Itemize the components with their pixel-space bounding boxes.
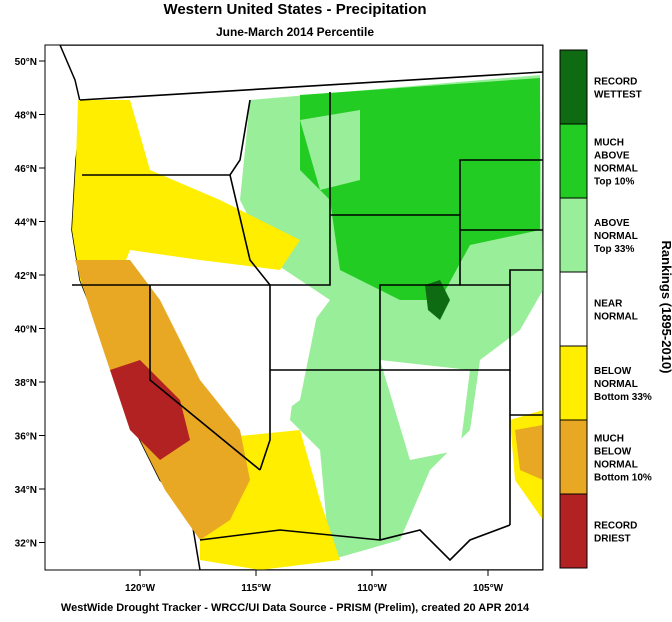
legend-label: WETTEST	[594, 90, 642, 101]
lon-label: 110°W	[357, 583, 387, 594]
legend-swatch	[559, 493, 588, 569]
legend-label: NORMAL	[594, 460, 638, 471]
lon-label: 120°W	[125, 583, 156, 594]
legend-label: DRIEST	[594, 534, 631, 545]
legend-label: NORMAL	[594, 164, 638, 175]
lat-ticks: 50°N 48°N 46°N 44°N 42°N 40°N 38°N 36°N 34°N 32°N	[15, 57, 45, 550]
legend-label: NORMAL	[594, 379, 638, 390]
legend-title: Rankings (1895-2010)	[659, 241, 672, 374]
legend-label: ABOVE	[594, 151, 630, 162]
footer: WestWide Drought Tracker - WRCC/UI Data …	[61, 602, 530, 614]
legend-label: Top 10%	[594, 177, 634, 188]
lat-label: 44°N	[15, 218, 37, 229]
lat-label: 36°N	[15, 432, 37, 443]
legend-label: Top 33%	[594, 244, 634, 255]
lat-label: 38°N	[15, 378, 37, 389]
legend-label: Bottom 10%	[594, 473, 652, 484]
lon-label: 105°W	[473, 583, 504, 594]
legend-label: MUCH	[594, 434, 624, 445]
lon-ticks: 120°W 115°W 110°W 105°W	[125, 570, 504, 594]
legend-swatch	[559, 419, 588, 495]
legend-label: BELOW	[594, 366, 632, 377]
lon-label: 115°W	[241, 583, 271, 594]
legend: RECORD WETTEST MUCH ABOVE NORMAL Top 10% ABOVE…	[559, 49, 652, 569]
legend-label: ABOVE	[594, 218, 630, 229]
legend-label: RECORD	[594, 77, 637, 88]
legend-label: MUCH	[594, 138, 624, 149]
lat-label: 48°N	[15, 111, 37, 122]
legend-label: BELOW	[594, 447, 632, 458]
lat-label: 40°N	[15, 325, 37, 336]
lat-label: 50°N	[15, 57, 37, 68]
map	[59, 45, 543, 570]
legend-label: NEAR	[594, 299, 623, 310]
lat-label: 42°N	[15, 271, 37, 282]
legend-swatch	[559, 345, 588, 421]
legend-swatch	[559, 49, 588, 125]
legend-label: NORMAL	[594, 231, 638, 242]
lat-label: 46°N	[15, 164, 37, 175]
lat-label: 34°N	[15, 485, 37, 496]
lat-label: 32°N	[15, 539, 37, 550]
title: Western United States - Precipitation	[163, 1, 426, 18]
legend-label: Bottom 33%	[594, 392, 652, 403]
legend-swatch	[559, 271, 588, 347]
legend-swatch	[559, 197, 588, 273]
legend-swatch	[559, 123, 588, 199]
subtitle: June-March 2014 Percentile	[216, 25, 374, 39]
legend-label: RECORD	[594, 521, 637, 532]
legend-label: NORMAL	[594, 312, 638, 323]
